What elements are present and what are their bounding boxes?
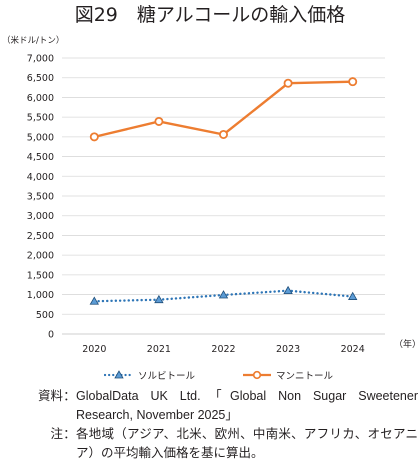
data-point-mannitol xyxy=(283,78,293,88)
data-point-mannitol xyxy=(218,129,228,139)
data-point-mannitol xyxy=(154,116,164,126)
note-text: 各地域（アジア、北米、欧州、中南米、アフリカ、オセアニア）の平均輸入価格を基に算… xyxy=(76,427,418,460)
x-tick-label: 2022 xyxy=(211,344,235,355)
source-row: 資料 ： GlobalData UK Ltd.「Global Non Sugar… xyxy=(2,387,418,425)
y-tick-label: 3,500 xyxy=(27,192,54,203)
data-point-mannitol xyxy=(89,132,99,142)
y-tick-label: 1,500 xyxy=(27,270,54,281)
series-line-mannitol xyxy=(94,80,353,139)
source-notes: 資料 ： GlobalData UK Ltd.「Global Non Sugar… xyxy=(2,387,418,463)
legend-label-mannitol: マンニトール xyxy=(276,371,334,382)
x-tick-label: 2020 xyxy=(82,344,106,355)
source-label: 資料 xyxy=(37,389,63,403)
chart-legend: ソルビトール マンニトール xyxy=(0,368,420,382)
note-label: 注 xyxy=(50,427,63,441)
x-tick-label: 2021 xyxy=(147,344,171,355)
y-tick-label: 6,000 xyxy=(27,93,54,104)
y-tick-label: 500 xyxy=(36,310,54,321)
y-tick-label: 6,500 xyxy=(27,73,54,84)
data-point-sorbitol xyxy=(89,296,99,305)
y-tick-label: 3,000 xyxy=(27,211,54,222)
chart-title: 図29 糖アルコールの輸入価格 xyxy=(74,4,346,26)
legend-label-sorbitol: ソルビトール xyxy=(138,371,196,382)
legend-swatch-sorbitol xyxy=(104,370,134,379)
y-tick-label: 5,000 xyxy=(27,132,54,143)
legend-item-sorbitol: ソルビトール xyxy=(104,368,195,382)
data-point-mannitol xyxy=(348,77,358,87)
y-tick-label: 1,000 xyxy=(27,290,54,301)
data-point-sorbitol xyxy=(348,291,358,300)
data-point-sorbitol xyxy=(218,290,229,299)
data-point-sorbitol xyxy=(154,294,164,304)
source-separator: ： xyxy=(63,389,76,403)
y-tick-label: 4,000 xyxy=(27,172,54,183)
x-tick-label: 2024 xyxy=(341,344,365,355)
y-tick-label: 2,500 xyxy=(27,231,54,242)
x-axis-unit: （年） xyxy=(394,340,420,350)
y-tick-label: 5,500 xyxy=(27,113,54,124)
source-text: GlobalData UK Ltd.「Global Non Sugar Swee… xyxy=(76,389,418,422)
data-point-sorbitol xyxy=(283,285,293,295)
y-tick-label: 4,500 xyxy=(27,152,54,163)
x-tick-label: 2023 xyxy=(276,344,300,355)
y-tick-label: 2,000 xyxy=(27,251,54,262)
y-axis-unit: （米ドル/トン） xyxy=(2,36,65,46)
note-separator: ： xyxy=(63,427,76,441)
legend-swatch-mannitol xyxy=(243,370,271,380)
note-row: 注 ： 各地域（アジア、北米、欧州、中南米、アフリカ、オセアニア）の平均輸入価格… xyxy=(2,425,418,463)
y-tick-label: 7,000 xyxy=(27,54,54,65)
legend-item-mannitol: マンニトール xyxy=(242,368,333,382)
y-tick-label: 0 xyxy=(48,330,54,341)
